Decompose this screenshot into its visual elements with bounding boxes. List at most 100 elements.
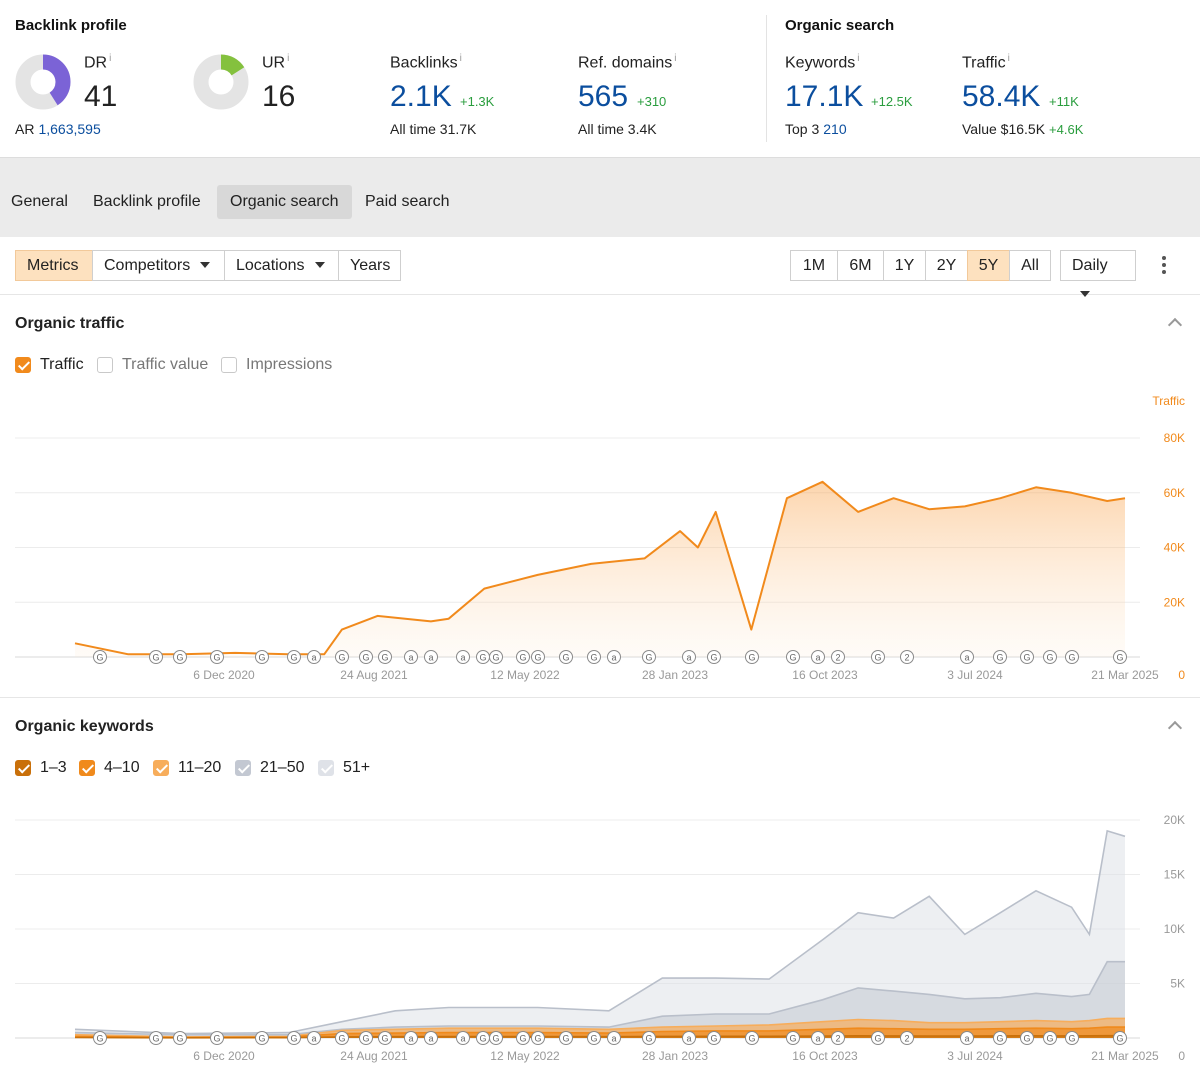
range-6m-button[interactable]: 6M — [837, 250, 884, 281]
dr-info-icon[interactable]: i — [109, 53, 112, 64]
event-marker-icon — [607, 1031, 621, 1045]
competitors-dropdown[interactable]: Competitors — [92, 250, 225, 281]
ur-info-icon[interactable]: i — [287, 53, 290, 64]
checkbox-icon[interactable] — [318, 760, 334, 776]
y-tick-label: 80K — [1164, 431, 1185, 445]
ur-label[interactable]: UR i — [262, 53, 290, 72]
range-all-button[interactable]: All — [1009, 250, 1051, 281]
tab-backlink-profile[interactable]: Backlink profile — [93, 193, 201, 210]
backlinks-all-time: All time 31.7K — [390, 121, 477, 137]
traffic-value[interactable]: 58.4K — [962, 80, 1041, 113]
collapse-chevron-icon[interactable] — [1167, 720, 1183, 736]
event-marker-icon — [531, 1031, 545, 1045]
x-tick-label: 16 Oct 2023 — [792, 668, 858, 682]
event-marker-icon — [871, 1031, 885, 1045]
kw-4-10-checkbox[interactable]: 4–10 — [79, 759, 140, 777]
checkbox-icon[interactable] — [221, 357, 237, 373]
traffic-info-icon[interactable]: i — [1007, 53, 1010, 64]
more-options-icon[interactable] — [1158, 256, 1170, 276]
event-marker-icon — [1020, 1031, 1034, 1045]
event-marker-label: G — [362, 1034, 369, 1044]
traffic-checkbox[interactable]: Traffic — [15, 356, 84, 374]
range-5y-button[interactable]: 5Y — [967, 250, 1010, 281]
traffic-area — [75, 481, 1125, 657]
event-marker-label: G — [534, 1034, 541, 1044]
x-tick-label: 6 Dec 2020 — [193, 1049, 255, 1063]
ar-value[interactable]: 1,663,595 — [38, 121, 101, 137]
event-marker-label: a — [428, 1034, 433, 1044]
event-marker-icon — [255, 650, 269, 664]
keywords-label[interactable]: Keywords i — [785, 53, 860, 72]
checkbox-icon[interactable] — [235, 760, 251, 776]
keywords-value[interactable]: 17.1K — [785, 80, 864, 113]
organic-keywords-chart[interactable]: 0 5K 10K 15K 20K 6 Dec 2020 24 Aug 2021 12 May … — [0, 790, 1200, 1075]
event-marker-icon — [960, 650, 974, 664]
event-marker-icon — [210, 650, 224, 664]
checkbox-icon[interactable] — [153, 760, 169, 776]
range-1y-button[interactable]: 1Y — [883, 250, 926, 281]
event-marker-label: a — [964, 1034, 969, 1044]
collapse-chevron-icon[interactable] — [1167, 317, 1183, 333]
event-marker-label: a — [408, 653, 413, 663]
event-marker-icon — [456, 650, 470, 664]
checkbox-icon[interactable] — [15, 760, 31, 776]
dr-label[interactable]: DR i — [84, 53, 112, 72]
x-tick-label: 12 May 2022 — [490, 1049, 560, 1063]
tab-paid-search[interactable]: Paid search — [365, 193, 450, 210]
event-marker-label: a — [815, 653, 820, 663]
event-marker-icon — [1065, 1031, 1079, 1045]
event-marker-icon — [531, 650, 545, 664]
chevron-down-icon — [1080, 290, 1090, 297]
kw-1-3-checkbox[interactable]: 1–3 — [15, 759, 67, 777]
event-marker-label: a — [460, 653, 465, 663]
kw-21-50-checkbox[interactable]: 21–50 — [235, 759, 305, 777]
backlinks-info-icon[interactable]: i — [459, 53, 462, 64]
traffic-value-checkbox[interactable]: Traffic value — [97, 356, 208, 374]
x-tick-label: 21 Mar 2025 — [1091, 668, 1159, 682]
impressions-checkbox[interactable]: Impressions — [221, 356, 332, 374]
event-marker-icon — [682, 650, 696, 664]
range-2y-button[interactable]: 2Y — [925, 250, 968, 281]
checkbox-icon[interactable] — [97, 357, 113, 373]
years-button[interactable]: Years — [338, 250, 401, 281]
ref-domains-info-icon[interactable]: i — [674, 53, 677, 64]
ref-domains-label[interactable]: Ref. domains i — [578, 53, 677, 72]
event-marker-label: G — [213, 1034, 220, 1044]
event-marker-label: a — [611, 1034, 616, 1044]
event-marker-icon — [210, 1031, 224, 1045]
event-marker-label: a — [311, 1034, 316, 1044]
traffic-label[interactable]: Traffic i — [962, 53, 1010, 72]
organic-traffic-chart[interactable]: Traffic 0 20K 40K 60K 80K 6 Dec 2020 24 Aug 202… — [0, 385, 1200, 685]
backlinks-label[interactable]: Backlinks i — [390, 53, 462, 72]
backlinks-value[interactable]: 2.1K — [390, 80, 452, 113]
tab-organic-search[interactable]: Organic search — [217, 185, 352, 219]
tab-general[interactable]: General — [11, 193, 68, 210]
y-tick-label: 60K — [1164, 486, 1185, 500]
event-marker-icon — [607, 650, 621, 664]
interval-dropdown[interactable]: Daily — [1060, 250, 1136, 297]
event-marker-label: G — [789, 1034, 796, 1044]
range-1m-button[interactable]: 1M — [790, 250, 838, 281]
event-marker-label: G — [492, 1034, 499, 1044]
event-marker-label: G — [362, 653, 369, 663]
event-marker-label: a — [815, 1034, 820, 1044]
kw-11-20-checkbox[interactable]: 11–20 — [153, 759, 221, 777]
event-marker-icon — [960, 1031, 974, 1045]
kw-51-plus-checkbox[interactable]: 51+ — [318, 759, 370, 777]
event-marker-icon — [642, 1031, 656, 1045]
event-marker-label: G — [590, 653, 597, 663]
keywords-info-icon[interactable]: i — [857, 53, 860, 64]
event-marker-icon — [359, 650, 373, 664]
locations-dropdown[interactable]: Locations — [224, 250, 339, 281]
dr-gauge — [15, 54, 71, 110]
checkbox-icon[interactable] — [15, 357, 31, 373]
event-marker-icon — [559, 650, 573, 664]
event-marker-icon — [831, 1031, 845, 1045]
keywords-line-11–20 — [74, 1017, 1125, 1038]
checkbox-icon[interactable] — [79, 760, 95, 776]
ref-domains-value[interactable]: 565 — [578, 80, 629, 113]
event-marker-label: G — [874, 1034, 881, 1044]
metrics-button[interactable]: Metrics — [15, 250, 93, 281]
panel-divider — [0, 697, 1200, 698]
top3-value[interactable]: 210 — [823, 121, 847, 137]
